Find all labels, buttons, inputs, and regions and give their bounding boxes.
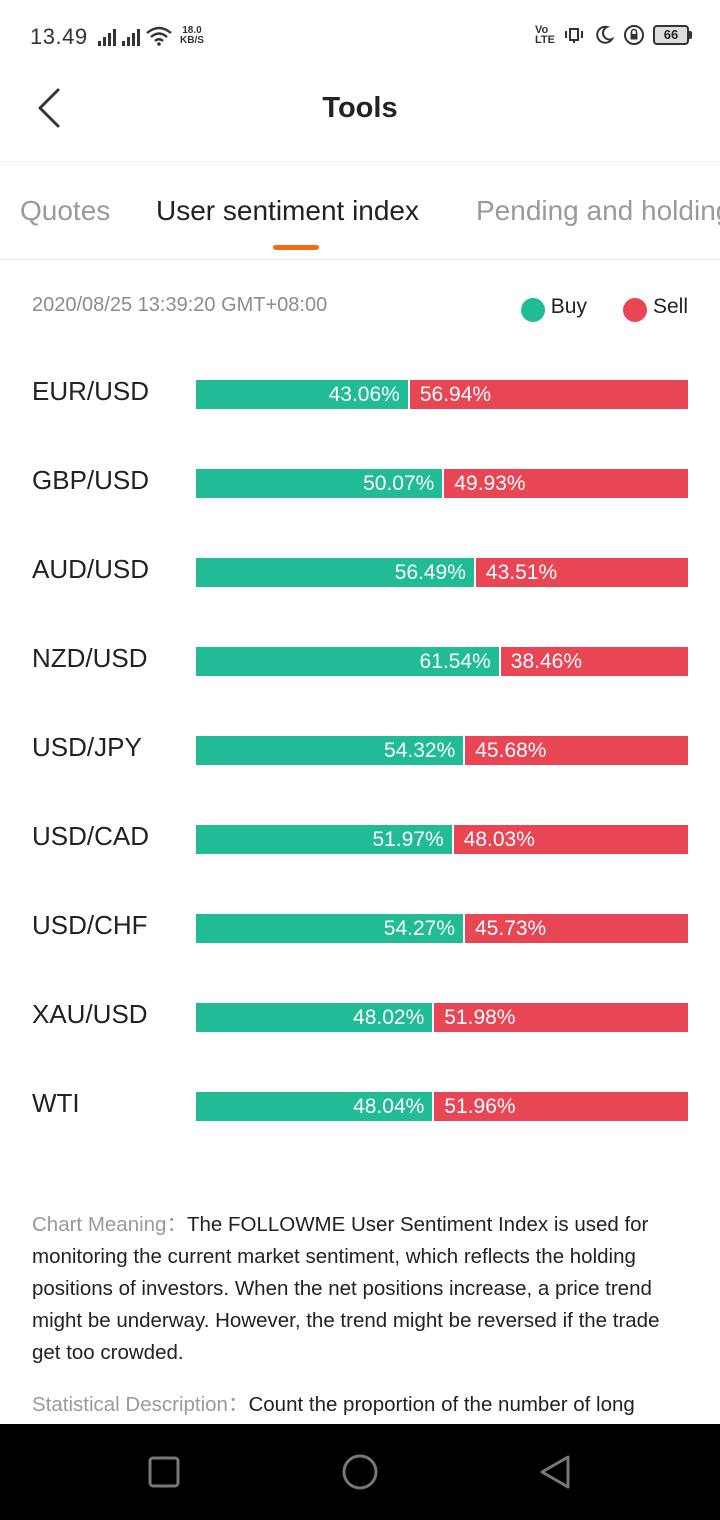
buy-segment: 56.49% bbox=[196, 558, 474, 587]
net-speed: 18.0 KB/S bbox=[180, 26, 204, 46]
buy-segment: 50.07% bbox=[196, 469, 443, 498]
description: Chart Meaning：The FOLLOWME User Sentimen… bbox=[32, 1209, 692, 1441]
signal-2-icon bbox=[122, 28, 140, 46]
lock-rotation-icon bbox=[624, 25, 644, 45]
sell-segment: 45.68% bbox=[465, 736, 688, 765]
legend: Buy Sell bbox=[485, 292, 688, 322]
sell-segment: 43.51% bbox=[475, 558, 688, 587]
sentiment-row[interactable]: XAU/USD 48.02% 51.98% bbox=[0, 983, 720, 1043]
tab-quotes[interactable]: Quotes bbox=[20, 195, 111, 226]
chart-meaning-label: Chart Meaning： bbox=[32, 1213, 187, 1236]
pair-label: USD/CHF bbox=[32, 910, 148, 940]
triangle-back-icon[interactable] bbox=[536, 1452, 576, 1492]
sentiment-bar: 50.07% 49.93% bbox=[196, 469, 688, 498]
sentiment-row[interactable]: GBP/USD 50.07% 49.93% bbox=[0, 449, 720, 509]
tab-user-sentiment-index[interactable]: User sentiment index bbox=[156, 195, 420, 226]
sentiment-row[interactable]: USD/CHF 54.27% 45.73% bbox=[0, 894, 720, 954]
status-right-icons: Vo LTE 66 bbox=[535, 24, 692, 46]
status-time: 13.49 bbox=[30, 24, 88, 49]
net-speed-value: 18.0 bbox=[182, 25, 202, 36]
sell-segment: 56.94% bbox=[409, 380, 688, 409]
legend-buy: Buy bbox=[520, 292, 587, 322]
vibrate-icon bbox=[565, 28, 583, 43]
volte-bottom: LTE bbox=[535, 34, 555, 46]
sentiment-bar: 48.02% 51.98% bbox=[196, 1003, 688, 1032]
sell-dot-icon bbox=[622, 298, 647, 322]
sentiment-bar: 61.54% 38.46% bbox=[196, 647, 688, 676]
sell-segment: 45.73% bbox=[465, 914, 688, 943]
chart-meaning: Chart Meaning：The FOLLOWME User Sentimen… bbox=[32, 1209, 692, 1369]
sell-segment: 51.96% bbox=[434, 1092, 688, 1121]
buy-segment: 51.97% bbox=[196, 825, 452, 854]
moon-icon bbox=[596, 25, 615, 44]
net-speed-unit: KB/S bbox=[180, 35, 204, 46]
status-left-icons: 18.0 KB/S bbox=[98, 26, 204, 46]
square-icon[interactable] bbox=[144, 1452, 184, 1492]
pair-label: XAU/USD bbox=[32, 999, 148, 1029]
active-tab-indicator bbox=[273, 245, 319, 250]
sentiment-bar: 54.32% 45.68% bbox=[196, 736, 688, 765]
buy-segment: 48.04% bbox=[196, 1092, 433, 1121]
legend-sell-label: Sell bbox=[652, 295, 688, 318]
battery-icon: 66 bbox=[653, 25, 692, 45]
volte-indicator: Vo LTE bbox=[535, 24, 555, 46]
pair-label: NZD/USD bbox=[32, 643, 148, 673]
page-title: Tools bbox=[322, 92, 398, 124]
pair-label: AUD/USD bbox=[32, 554, 150, 584]
statistical-description: Statistical Description：Count the propor… bbox=[32, 1389, 692, 1421]
battery-level: 66 bbox=[653, 25, 689, 45]
sell-segment: 38.46% bbox=[500, 647, 688, 676]
buy-segment: 43.06% bbox=[196, 380, 408, 409]
signal-1-icon bbox=[98, 28, 116, 46]
legend-sell: Sell bbox=[622, 292, 688, 322]
pair-label: USD/JPY bbox=[32, 732, 142, 762]
sentiment-bar: 54.27% 45.73% bbox=[196, 914, 688, 943]
sentiment-row[interactable]: NZD/USD 61.54% 38.46% bbox=[0, 627, 720, 687]
buy-segment: 54.27% bbox=[196, 914, 463, 943]
buy-segment: 54.32% bbox=[196, 736, 464, 765]
sentiment-row[interactable]: WTI 48.04% 51.96% bbox=[0, 1072, 720, 1132]
sentiment-bar: 51.97% 48.03% bbox=[196, 825, 688, 854]
stat-text: Count the proportion of the number of lo… bbox=[248, 1393, 635, 1416]
update-timestamp: 2020/08/25 13:39:20 GMT+08:00 bbox=[32, 294, 328, 316]
sentiment-row[interactable]: USD/JPY 54.32% 45.68% bbox=[0, 716, 720, 776]
pair-label: EUR/USD bbox=[32, 376, 150, 406]
sentiment-bar: 43.06% 56.94% bbox=[196, 380, 688, 409]
chart-meaning-text: The FOLLOWME User Sentiment Index is use… bbox=[32, 1213, 660, 1364]
legend-buy-label: Buy bbox=[550, 295, 587, 318]
pair-label: GBP/USD bbox=[32, 465, 150, 495]
pair-label: USD/CAD bbox=[32, 821, 150, 851]
tab-bar: Quotes User sentiment index Pending and … bbox=[0, 162, 720, 260]
status-bar: 13.49 18.0 KB/S Vo LTE bbox=[0, 0, 720, 72]
sentiment-row[interactable]: USD/CAD 51.97% 48.03% bbox=[0, 805, 720, 865]
sentiment-bar: 56.49% 43.51% bbox=[196, 558, 688, 587]
circle-icon[interactable] bbox=[340, 1452, 380, 1492]
sentiment-row[interactable]: AUD/USD 56.49% 43.51% bbox=[0, 538, 720, 598]
tab-pending-and-holdings[interactable]: Pending and holdings bbox=[476, 195, 720, 226]
buy-segment: 48.02% bbox=[196, 1003, 433, 1032]
app-header: Tools bbox=[0, 72, 720, 162]
buy-dot-icon bbox=[520, 298, 545, 322]
sell-segment: 51.98% bbox=[434, 1003, 688, 1032]
wifi-icon bbox=[146, 26, 172, 46]
stat-label: Statistical Description： bbox=[32, 1393, 249, 1416]
sell-segment: 49.93% bbox=[444, 469, 688, 498]
sentiment-row[interactable]: EUR/USD 43.06% 56.94% bbox=[0, 360, 720, 420]
back-button[interactable] bbox=[26, 84, 74, 132]
system-nav-bar bbox=[0, 1424, 720, 1520]
sentiment-bar: 48.04% 51.96% bbox=[196, 1092, 688, 1121]
buy-segment: 61.54% bbox=[196, 647, 499, 676]
pair-label: WTI bbox=[32, 1088, 80, 1118]
sell-segment: 48.03% bbox=[453, 825, 688, 854]
volte-top: Vo bbox=[535, 24, 549, 36]
